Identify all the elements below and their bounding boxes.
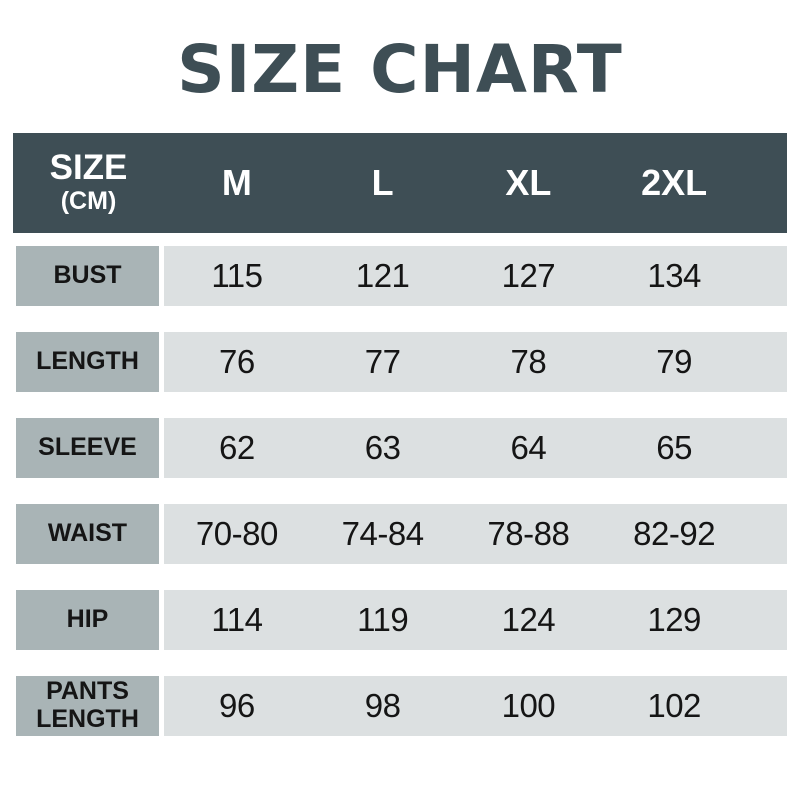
value-cell: 134 (647, 256, 701, 294)
row-label: LENGTH (16, 331, 159, 392)
value-cell: 79 (656, 342, 692, 380)
table-row-hip: HIP 114 119 124 129 (13, 589, 787, 650)
table-row-sleeve: SLEEVE 62 63 64 65 (13, 417, 787, 478)
page-title: SIZE CHART (177, 31, 623, 108)
value-cell: 77 (364, 342, 401, 380)
row-label: BUST (16, 245, 159, 306)
value-cell: 127 (501, 256, 556, 294)
header-column-l: L (371, 161, 394, 203)
value-cell: 82-92 (633, 514, 716, 552)
value-cell: 62 (219, 428, 255, 466)
value-cell: 129 (647, 600, 701, 638)
row-label: PANTS LENGTH (16, 675, 159, 736)
header-size-cell: SIZE (CM) (13, 147, 164, 216)
value-cell: 98 (364, 686, 401, 724)
row-label: SLEEVE (16, 417, 159, 478)
header-column-xl: XL (505, 161, 552, 203)
size-table: SIZE (CM) M L XL 2XL BUST 115 121 127 13… (13, 132, 787, 736)
row-values: 115 121 127 134 (164, 245, 787, 306)
value-cell: 115 (211, 256, 263, 294)
value-cell: 96 (219, 686, 255, 724)
table-row-pants-length: PANTS LENGTH 96 98 100 102 (13, 675, 787, 736)
value-cell: 70-80 (195, 514, 278, 552)
row-values: 70-80 74-84 78-88 82-92 (164, 503, 787, 564)
value-cell: 78-88 (487, 514, 570, 552)
value-cell: 121 (355, 256, 410, 294)
row-values: 114 119 124 129 (164, 589, 787, 650)
row-values: 96 98 100 102 (164, 675, 787, 736)
value-cell: 119 (357, 600, 409, 638)
value-cell: 100 (501, 686, 556, 724)
value-cell: 64 (510, 428, 547, 466)
header-size-columns: M L XL 2XL (164, 162, 787, 204)
table-row-bust: BUST 115 121 127 134 (13, 245, 787, 306)
value-cell: 65 (656, 428, 692, 466)
header-size-label: SIZE (49, 147, 128, 187)
row-label: WAIST (16, 503, 159, 564)
value-cell: 74-84 (341, 514, 424, 552)
header-column-2xl: 2XL (641, 161, 708, 203)
row-label: HIP (16, 589, 159, 650)
value-cell: 114 (211, 600, 263, 638)
table-header-row: SIZE (CM) M L XL 2XL (13, 132, 787, 233)
table-row-length: LENGTH 76 77 78 79 (13, 331, 787, 392)
table-row-waist: WAIST 70-80 74-84 78-88 82-92 (13, 503, 787, 564)
value-cell: 124 (501, 600, 556, 638)
value-cell: 63 (364, 428, 401, 466)
value-cell: 78 (510, 342, 547, 380)
value-cell: 76 (219, 342, 255, 380)
value-cell: 102 (647, 686, 701, 724)
header-unit-label: (CM) (60, 186, 117, 215)
row-values: 76 77 78 79 (164, 331, 787, 392)
header-column-m: M (221, 161, 252, 203)
row-values: 62 63 64 65 (164, 417, 787, 478)
